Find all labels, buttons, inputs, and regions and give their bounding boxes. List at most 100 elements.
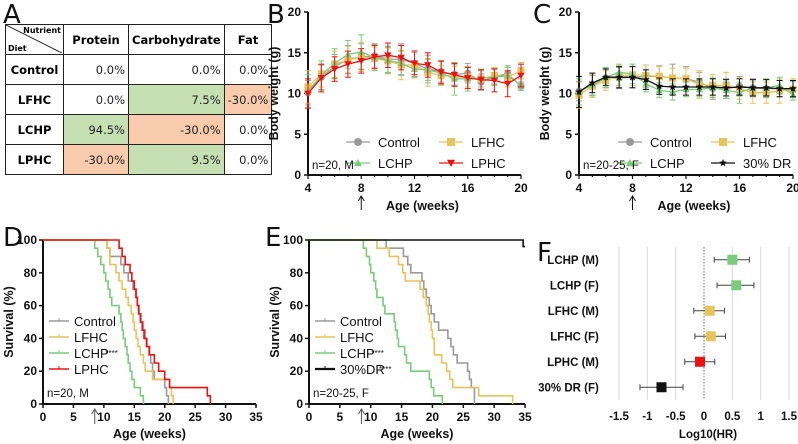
x-tick-label: -1.5 (609, 411, 629, 423)
x-tick-label: 20 (786, 181, 798, 195)
corner-diagonal (6, 25, 62, 53)
x-tick-label: 20 (426, 410, 440, 424)
table-cell: 0.0% (223, 54, 273, 85)
arrow-head-icon (358, 408, 365, 415)
legend-marker (719, 159, 727, 167)
row-label: LFHC (F) (550, 331, 599, 343)
data-point (575, 87, 583, 96)
survival-step-line (309, 239, 514, 404)
data-point (749, 83, 757, 92)
y-tick-label: 10 (288, 87, 302, 101)
data-point (357, 58, 365, 65)
x-tick-label: 4 (305, 181, 312, 195)
data-point (490, 77, 498, 85)
row-label: LCHP (M) (547, 255, 599, 267)
survival-curve-lchp (43, 239, 145, 404)
legend-item: LFHC (49, 330, 108, 345)
x-axis-label: Age (weeks) (658, 199, 731, 213)
y-axis-label: Survival (%) (2, 286, 16, 358)
legend-item: LCHP**** (49, 346, 118, 361)
row-label: 30% DR (F) (538, 382, 599, 394)
row-label: LCHP (F) (550, 280, 599, 292)
legend-label: LCHP (378, 156, 413, 171)
x-tick-label: 15 (128, 410, 142, 424)
series-30-dr (575, 66, 797, 108)
survival-curve-control (309, 239, 476, 404)
data-point (601, 73, 610, 81)
legend-label: LCHP (650, 156, 685, 171)
survival-curve-lchp (309, 239, 444, 404)
data-point (762, 83, 771, 92)
forest-row: LFHC (M) (548, 305, 725, 318)
forest-row: LPHC (M) (547, 356, 716, 369)
x-tick-label: -1 (642, 411, 653, 423)
y-tick-label: 10 (559, 87, 573, 101)
data-point (735, 82, 744, 91)
y-tick-label: 0 (565, 168, 572, 182)
arrow-head-icon (357, 195, 365, 202)
data-point (397, 54, 405, 62)
survival-curve-30-dr (309, 239, 525, 248)
y-tick-label: 0 (30, 397, 37, 411)
data-point (317, 75, 325, 82)
y-tick-label: 20 (288, 5, 302, 19)
data-point (331, 66, 339, 73)
x-tick-label: 30 (487, 410, 501, 424)
legend-item: Control (618, 135, 692, 150)
sample-size-annotation: n=20-25, F (583, 160, 639, 172)
legend-label: LFHC (471, 135, 505, 150)
x-tick-label: 16 (733, 181, 747, 195)
row-header-diet: Control (5, 54, 64, 85)
y-tick-label: 40 (24, 331, 38, 345)
data-point (370, 53, 379, 61)
diet-composition-table: Nutrient Diet Protein Carbohydrate Fat C… (5, 24, 273, 175)
data-point (588, 78, 597, 87)
chart-d: 0 20 40 60 80 100 0 5 10 15 20 25 30 35 Age (weeks) Sur… (2, 233, 263, 441)
row-label: LPHC (M) (547, 357, 599, 369)
table-cell: 94.5% (63, 114, 129, 145)
corner-nutrient-label: Nutrient (23, 26, 61, 35)
table-cell: -30.0% (223, 84, 273, 115)
chart-b: 0 5 10 15 20 4 8 12 16 20 Age (weeks) Body weight (… (267, 5, 528, 213)
sample-size-annotation: n=20, M (312, 160, 354, 172)
x-tick-label: 25 (457, 410, 471, 424)
arrow-head-icon (91, 408, 99, 415)
data-point (682, 82, 690, 91)
x-tick-label: 35 (249, 410, 263, 424)
table-cell: 0.0% (223, 114, 273, 145)
hazard-ratio-point (704, 305, 715, 316)
survival-curve-lphc (43, 239, 212, 404)
y-axis-label: Body weight (g) (538, 47, 552, 141)
data-point (708, 82, 717, 91)
y-tick-label: 60 (24, 299, 38, 313)
x-tick-label: 8 (629, 181, 636, 195)
legend-item: LFHC (439, 135, 505, 150)
forest-row: 30% DR (F) (538, 382, 684, 394)
data-point (437, 69, 445, 76)
y-tick-label: 15 (559, 46, 573, 60)
panel-label-f: F (537, 238, 552, 268)
panel-label-a: A (3, 0, 21, 30)
hazard-ratio-point (731, 280, 742, 291)
data-point (695, 82, 704, 91)
panel-label-c: C (533, 0, 552, 30)
legend-marker (719, 138, 727, 146)
legend-item: LPHC (49, 362, 109, 377)
legend-item: LCHP (346, 156, 413, 171)
series-lphc (304, 42, 525, 109)
table-row: LCHP 94.5% -30.0% 0.0% (5, 114, 273, 145)
x-tick-label: 10 (364, 410, 378, 424)
x-axis-label: Age (weeks) (381, 427, 454, 441)
legend-item: 30%DR**** (315, 362, 391, 377)
legend-label: 30%DR (340, 362, 385, 377)
survival-step-line (309, 239, 476, 404)
legend-marker (354, 159, 362, 167)
data-point (504, 80, 512, 88)
arrow-head-icon (629, 195, 636, 202)
legend-item: Control (49, 314, 116, 329)
panel-label-b: B (267, 0, 285, 30)
x-tick-label: 16 (461, 181, 475, 195)
legend-item: Control (346, 135, 420, 150)
legend-label: Control (650, 135, 692, 150)
y-tick-label: 5 (565, 127, 572, 141)
